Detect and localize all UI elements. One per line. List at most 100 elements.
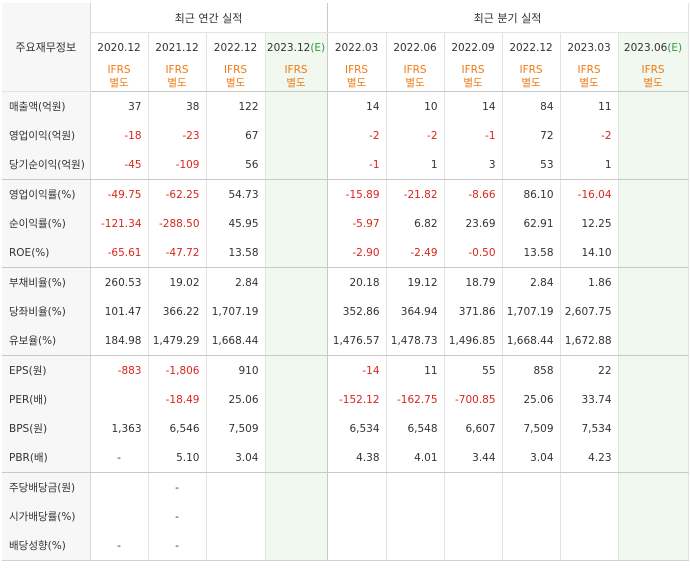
value-cell xyxy=(618,297,689,326)
value-cell: 11 xyxy=(560,91,619,121)
value-cell: -5.97 xyxy=(327,209,387,238)
value-cell: -162.75 xyxy=(386,385,445,414)
value-cell xyxy=(618,414,689,443)
value-cell xyxy=(265,267,328,297)
value-cell: -23 xyxy=(148,121,207,150)
period-header: 2022.12 xyxy=(502,32,561,62)
value-cell: 53 xyxy=(502,150,561,180)
value-cell xyxy=(618,150,689,180)
value-cell xyxy=(618,121,689,150)
table-row: BPS(원) 1,363 6,546 7,509 6,534 6,548 6,607 7,50… xyxy=(2,414,689,443)
period-header: 2022.12 xyxy=(206,32,266,62)
period-label: 2020.12 xyxy=(97,41,141,54)
separate-label: 별도 xyxy=(643,76,663,89)
value-cell: -0.50 xyxy=(444,238,503,268)
value-cell: 6.82 xyxy=(386,209,445,238)
ifrs-label: IFRS xyxy=(223,63,248,76)
value-cell: -45 xyxy=(90,150,149,180)
value-cell: 4.38 xyxy=(327,443,387,473)
row-label: 영업이익률(%) xyxy=(2,179,91,209)
value-cell: -18 xyxy=(90,121,149,150)
value-cell: 1,476.57 xyxy=(327,326,387,356)
separate-label: 별도 xyxy=(405,76,425,89)
value-cell xyxy=(265,150,328,180)
row-label: PER(배) xyxy=(2,385,91,414)
ifrs-basis-cell: IFRS 별도 xyxy=(502,62,561,92)
period-header: 2023.03 xyxy=(560,32,619,62)
value-cell: -109 xyxy=(148,150,207,180)
value-cell: 6,548 xyxy=(386,414,445,443)
value-cell xyxy=(265,209,328,238)
table-row: 당기순이익(억원) -45 -109 56 -1 1 3 53 1 xyxy=(2,150,689,180)
ifrs-basis-cell: IFRS 별도 xyxy=(206,62,266,92)
value-cell: 56 xyxy=(206,150,266,180)
value-cell xyxy=(618,472,689,502)
ifrs-basis-cell: IFRS 별도 xyxy=(618,62,689,92)
ifrs-basis-cell: IFRS 별도 xyxy=(265,62,328,92)
value-cell: 38 xyxy=(148,91,207,121)
period-label: 2022.06 xyxy=(393,41,437,54)
value-cell: 72 xyxy=(502,121,561,150)
value-cell: 84 xyxy=(502,91,561,121)
row-label: 배당성향(%) xyxy=(2,531,91,561)
ifrs-basis-cell: IFRS 별도 xyxy=(148,62,207,92)
value-cell: -1,806 xyxy=(148,355,207,385)
value-cell xyxy=(386,502,445,531)
value-cell: 13.58 xyxy=(206,238,266,268)
value-cell: 18.79 xyxy=(444,267,503,297)
value-cell: -1 xyxy=(444,121,503,150)
value-cell: 1,707.19 xyxy=(206,297,266,326)
estimate-mark: (E) xyxy=(667,41,683,54)
value-cell: -14 xyxy=(327,355,387,385)
value-cell: -16.04 xyxy=(560,179,619,209)
quarterly-results-header: 최근 분기 실적 xyxy=(327,3,689,33)
table-row: 배당성향(%) - - xyxy=(2,531,689,561)
financial-summary-table: 주요재무정보 최근 연간 실적 최근 분기 실적 2020.12 2021.12 2… xyxy=(2,3,689,561)
ifrs-label: IFRS xyxy=(165,63,189,76)
ifrs-basis-cell: IFRS 별도 xyxy=(560,62,619,92)
value-cell xyxy=(444,531,503,561)
separate-label: 별도 xyxy=(225,76,246,89)
table-row: EPS(원) -883 -1,806 910 -14 11 55 858 22 xyxy=(2,355,689,385)
value-cell: -2 xyxy=(560,121,619,150)
value-cell: 20.18 xyxy=(327,267,387,297)
value-cell xyxy=(560,531,619,561)
row-label: ROE(%) xyxy=(2,238,91,268)
ifrs-label: IFRS xyxy=(641,63,665,76)
accounting-basis-row: IFRS 별도 IFRS 별도 IFRS 별도 IFRS 별도 IFRS 별도 IFRS 별도 IFRS… xyxy=(2,62,689,92)
period-label: 2022.03 xyxy=(334,41,379,54)
value-cell xyxy=(618,502,689,531)
value-cell: 67 xyxy=(206,121,266,150)
separate-label: 별도 xyxy=(579,76,599,89)
value-cell: 1,668.44 xyxy=(206,326,266,356)
value-cell: 55 xyxy=(444,355,503,385)
value-cell: 1,363 xyxy=(90,414,149,443)
value-cell xyxy=(386,472,445,502)
value-cell: -21.82 xyxy=(386,179,445,209)
value-cell: 1 xyxy=(560,150,619,180)
value-cell: 1.86 xyxy=(560,267,619,297)
value-cell: 4.01 xyxy=(386,443,445,473)
value-cell: -2 xyxy=(327,121,387,150)
ifrs-label: IFRS xyxy=(284,63,308,76)
value-cell xyxy=(618,355,689,385)
value-cell xyxy=(265,121,328,150)
period-header: 2022.03 xyxy=(327,32,387,62)
value-cell xyxy=(327,531,387,561)
value-cell: 22 xyxy=(560,355,619,385)
value-cell: 3.04 xyxy=(206,443,266,473)
period-label: 2023.12 xyxy=(266,41,311,54)
value-cell: 910 xyxy=(206,355,266,385)
table-row: PER(배) -18.49 25.06 -152.12 -162.75 -700.85 25… xyxy=(2,385,689,414)
value-cell xyxy=(618,326,689,356)
value-cell: 14 xyxy=(327,91,387,121)
table-row: 주당배당금(원) - xyxy=(2,472,689,502)
value-cell: -1 xyxy=(327,150,387,180)
value-cell: 6,607 xyxy=(444,414,503,443)
period-label: 2023.03 xyxy=(567,41,611,54)
value-cell: -62.25 xyxy=(148,179,207,209)
value-cell xyxy=(444,502,503,531)
value-cell xyxy=(560,472,619,502)
period-header: 2023.06(E) xyxy=(618,32,689,62)
value-cell xyxy=(265,472,328,502)
